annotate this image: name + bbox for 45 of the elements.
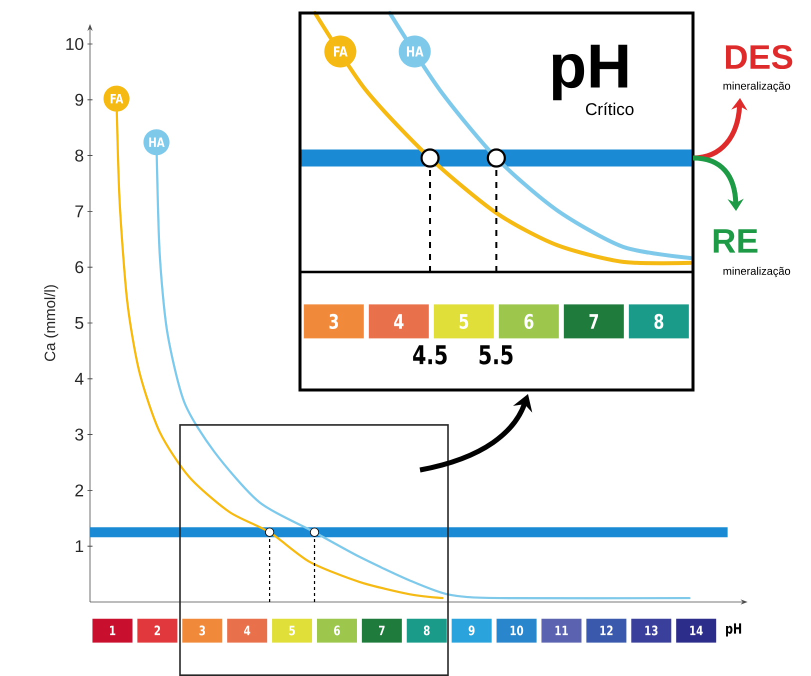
y-tick-label: 2 xyxy=(75,484,84,496)
x-tick-label: 11 xyxy=(556,626,568,636)
x-tick-label: 12 xyxy=(600,626,613,636)
x-tick-label: 3 xyxy=(199,626,205,636)
annotation: mineralização xyxy=(723,82,790,92)
x-tick-label: 3 xyxy=(329,314,338,330)
y-tick-label: 4 xyxy=(74,372,84,385)
annotation: mineralização xyxy=(723,266,790,278)
x-tick-label: 10 xyxy=(510,626,524,636)
y-tick-label: 10 xyxy=(66,38,84,50)
x-tick-label: 13 xyxy=(645,626,658,636)
series-label: FA xyxy=(334,46,348,57)
y-tick-label: 7 xyxy=(75,206,84,218)
series-label: FA xyxy=(110,94,124,104)
y-tick-label: 3 xyxy=(75,428,84,441)
x-tick-label: 6 xyxy=(334,626,340,636)
x-tick-label: 8 xyxy=(654,314,664,330)
x-tick-label: 6 xyxy=(524,314,534,330)
y-tick-label: 9 xyxy=(75,94,84,106)
annotation: pH xyxy=(552,44,628,100)
x-tick-label: 5 xyxy=(289,626,295,636)
point xyxy=(265,528,274,537)
annotation: 5.5 xyxy=(480,345,513,365)
x-tick-label: 5 xyxy=(460,314,468,330)
y-tick-label: 6 xyxy=(75,261,84,274)
annotation: DES xyxy=(726,44,792,70)
annotation: Crítico xyxy=(586,102,634,116)
x-axis-title: pH xyxy=(726,623,742,637)
point xyxy=(310,528,320,537)
annotation: RE xyxy=(714,229,758,253)
x-tick-label: 4 xyxy=(394,314,404,329)
y-tick-label: 1 xyxy=(76,540,84,552)
series-label: HA xyxy=(149,137,165,147)
x-tick-label: 7 xyxy=(589,314,598,329)
y-tick-label: 8 xyxy=(75,150,84,162)
x-tick-label: 7 xyxy=(379,626,385,636)
x-tick-label: 1 xyxy=(110,626,116,636)
x-tick-label: 14 xyxy=(690,626,703,636)
annotation: 4.5 xyxy=(413,345,447,365)
x-tick-label: 2 xyxy=(154,626,160,636)
y-axis-title: Ca (mmol/l) xyxy=(44,285,58,361)
series-label: HA xyxy=(406,46,424,57)
x-tick-label: 8 xyxy=(424,626,430,636)
x-tick-label: 9 xyxy=(468,626,475,636)
x-tick-label: 4 xyxy=(244,626,250,636)
